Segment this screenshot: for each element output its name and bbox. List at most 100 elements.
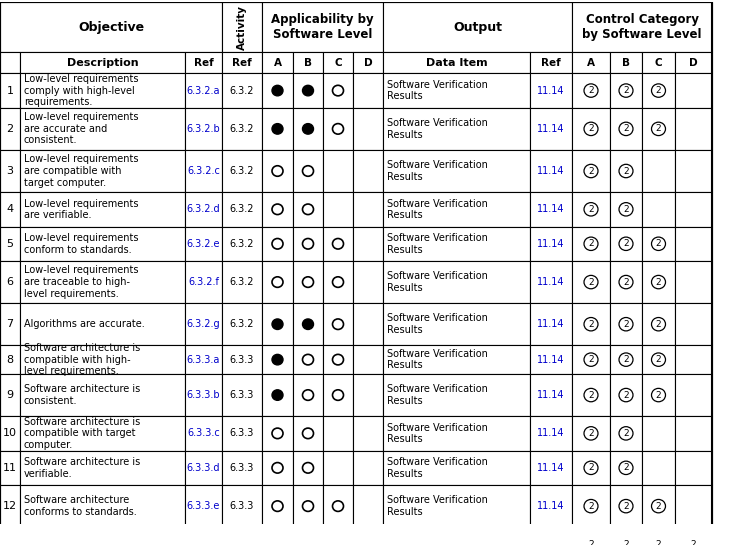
Text: 1: 1 <box>7 86 14 95</box>
Bar <box>20 192 185 227</box>
Bar <box>222 303 262 346</box>
Text: 2: 2 <box>588 501 594 511</box>
Text: 2: 2 <box>588 355 594 364</box>
Bar <box>675 150 712 192</box>
Bar <box>0 74 20 108</box>
Bar <box>383 346 530 374</box>
Bar <box>675 346 712 374</box>
Bar <box>0 192 20 227</box>
Text: Software partitioning
integrity is confirmed.: Software partitioning integrity is confi… <box>24 534 131 545</box>
Bar <box>262 108 293 150</box>
Bar <box>572 416 610 451</box>
Bar <box>262 261 293 303</box>
Bar <box>293 527 323 545</box>
Bar <box>293 451 323 485</box>
Bar <box>293 303 323 346</box>
Text: 6.3.2.g: 6.3.2.g <box>187 319 220 329</box>
Bar <box>262 416 293 451</box>
Text: 6.3.3.a: 6.3.3.a <box>187 355 220 365</box>
Text: 11.14: 11.14 <box>537 277 565 287</box>
Text: Ref: Ref <box>541 58 561 68</box>
Bar <box>262 3 383 52</box>
Text: 11: 11 <box>3 463 17 473</box>
Bar <box>530 303 572 346</box>
Bar <box>222 150 262 192</box>
Bar <box>185 451 222 485</box>
Bar <box>353 303 383 346</box>
Bar <box>222 485 262 527</box>
Text: 11.14: 11.14 <box>537 355 565 365</box>
Bar <box>610 192 642 227</box>
Text: 7: 7 <box>7 319 14 329</box>
Bar <box>262 192 293 227</box>
Text: 6.3.3.e: 6.3.3.e <box>187 501 220 511</box>
Bar <box>642 527 675 545</box>
Text: Description: Description <box>67 58 138 68</box>
Bar <box>20 150 185 192</box>
Bar <box>323 416 353 451</box>
Text: C: C <box>334 58 342 68</box>
Bar <box>642 192 675 227</box>
Text: 2: 2 <box>588 277 594 287</box>
Circle shape <box>272 539 283 545</box>
Bar <box>383 451 530 485</box>
Bar <box>610 261 642 303</box>
Text: 11.14: 11.14 <box>537 319 565 329</box>
Bar <box>0 485 20 527</box>
Bar <box>675 261 712 303</box>
Bar <box>530 346 572 374</box>
Bar <box>610 74 642 108</box>
Bar <box>323 261 353 303</box>
Text: 6: 6 <box>7 277 14 287</box>
Bar <box>530 108 572 150</box>
Text: 2: 2 <box>623 277 629 287</box>
Bar <box>572 74 610 108</box>
Text: 11.14: 11.14 <box>537 540 565 545</box>
Bar <box>323 527 353 545</box>
Text: Software Verification
Results: Software Verification Results <box>387 384 488 406</box>
Bar <box>353 192 383 227</box>
Text: Software Verification
Results: Software Verification Results <box>387 233 488 255</box>
Text: 6.3.2.f: 6.3.2.f <box>188 277 219 287</box>
Bar <box>383 52 530 74</box>
Bar <box>323 150 353 192</box>
Text: 2: 2 <box>588 124 594 134</box>
Bar <box>675 303 712 346</box>
Bar <box>610 346 642 374</box>
Bar <box>293 416 323 451</box>
Text: 6.3.3.f: 6.3.3.f <box>188 540 219 545</box>
Text: Objective: Objective <box>78 21 144 34</box>
Text: 11.14: 11.14 <box>537 166 565 176</box>
Bar <box>675 416 712 451</box>
Bar <box>293 108 323 150</box>
Bar <box>642 303 675 346</box>
Text: 9: 9 <box>7 390 14 400</box>
Bar <box>530 150 572 192</box>
Text: 2: 2 <box>623 355 629 364</box>
Bar <box>185 527 222 545</box>
Bar <box>610 485 642 527</box>
Bar <box>353 374 383 416</box>
Bar <box>20 261 185 303</box>
Text: 2: 2 <box>623 239 629 249</box>
Bar <box>0 527 20 545</box>
Bar <box>185 485 222 527</box>
Text: 11.14: 11.14 <box>537 463 565 473</box>
Bar <box>610 150 642 192</box>
Bar <box>572 192 610 227</box>
Bar <box>610 227 642 261</box>
Bar <box>293 346 323 374</box>
Bar <box>293 227 323 261</box>
Text: 2: 2 <box>623 205 629 214</box>
Circle shape <box>272 319 283 330</box>
Bar <box>323 74 353 108</box>
Circle shape <box>272 354 283 365</box>
Bar <box>185 52 222 74</box>
Bar <box>675 485 712 527</box>
Bar <box>20 346 185 374</box>
Circle shape <box>272 124 283 134</box>
Bar <box>262 374 293 416</box>
Text: 11.14: 11.14 <box>537 501 565 511</box>
Circle shape <box>303 319 313 330</box>
Bar <box>262 346 293 374</box>
